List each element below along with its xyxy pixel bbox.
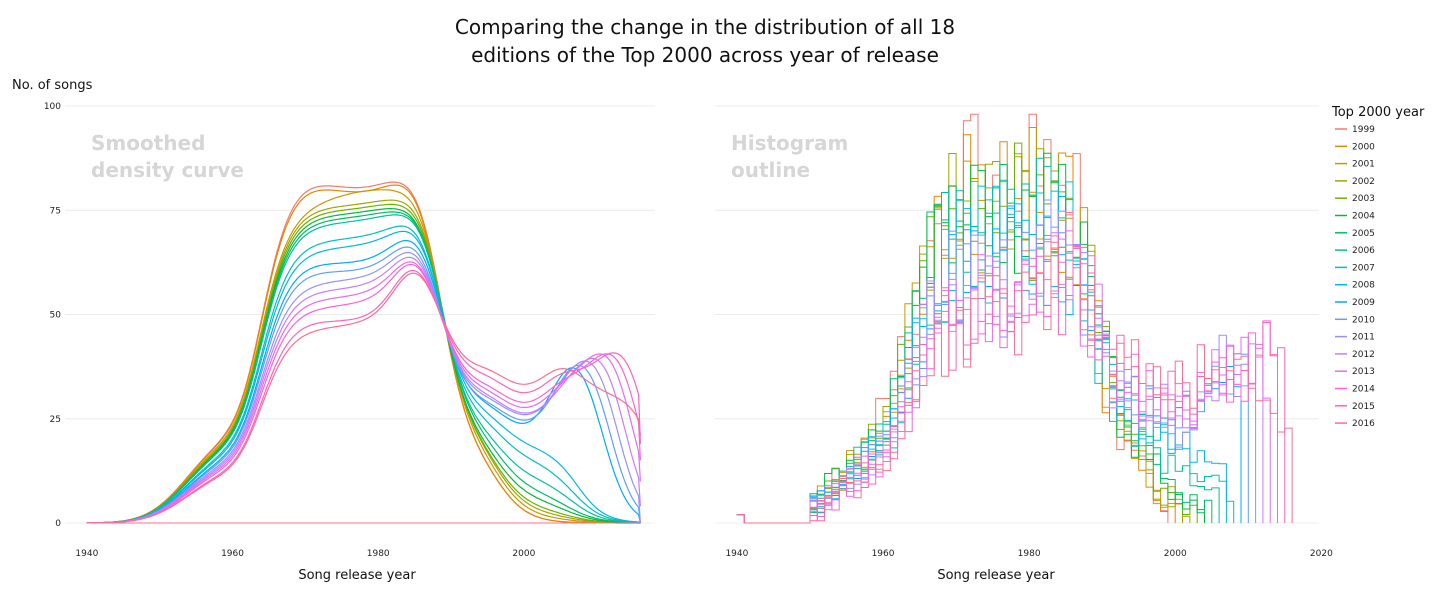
density-curve-2013 bbox=[86, 261, 641, 524]
legend-label-2014: 2014 bbox=[1352, 385, 1375, 395]
legend-label-2016: 2016 bbox=[1352, 419, 1375, 429]
y-tick-label: 0 bbox=[55, 519, 61, 529]
legend-label-2007: 2007 bbox=[1352, 263, 1375, 273]
histogram-outlines bbox=[736, 113, 1293, 524]
legend-label-2005: 2005 bbox=[1352, 229, 1375, 239]
left-panel-label-line-2: density curve bbox=[91, 158, 244, 182]
density-curve-2009 bbox=[86, 239, 641, 524]
y-tick-label: 100 bbox=[44, 102, 61, 112]
density-curve-2010 bbox=[86, 246, 641, 524]
left-x-axis-title: Song release year bbox=[298, 568, 416, 583]
density-curve-2012 bbox=[86, 256, 641, 524]
y-tick-label: 75 bbox=[50, 206, 61, 216]
legend-label-2010: 2010 bbox=[1352, 315, 1375, 325]
left-tick-labels: 0 25 50 75 100 1940 1960 1980 2000 bbox=[44, 102, 536, 559]
legend-label-2000: 2000 bbox=[1352, 142, 1375, 152]
left-x-tick-label: 1940 bbox=[75, 549, 98, 559]
legend-label-2011: 2011 bbox=[1352, 333, 1375, 343]
y-axis-title: No. of songs bbox=[12, 78, 93, 93]
density-curve-2001 bbox=[86, 189, 641, 524]
legend: Top 2000 year 1999 2000 2001 2002 2003 2004 20… bbox=[1331, 105, 1425, 429]
legend-label-2015: 2015 bbox=[1352, 402, 1375, 412]
right-x-tick-label: 1960 bbox=[872, 549, 895, 559]
legend-label-2006: 2006 bbox=[1352, 246, 1375, 256]
density-curve-2016 bbox=[86, 272, 641, 524]
y-tick-label: 50 bbox=[50, 311, 62, 321]
left-x-tick-label: 1960 bbox=[221, 549, 244, 559]
right-panel: 1940 1960 1980 2000 2020 Histogram outline S… bbox=[715, 105, 1333, 583]
left-x-tick-label: 1980 bbox=[367, 549, 390, 559]
right-x-axis-title: Song release year bbox=[937, 568, 1055, 583]
density-curve-1999 bbox=[86, 181, 641, 524]
legend-label-2008: 2008 bbox=[1352, 281, 1375, 291]
legend-label-2001: 2001 bbox=[1352, 160, 1375, 170]
legend-label-1999: 1999 bbox=[1352, 125, 1375, 135]
chart-title-line-1: Comparing the change in the distribution… bbox=[455, 15, 955, 39]
density-curve-2002 bbox=[86, 199, 641, 524]
legend-items: 1999 2000 2001 2002 2003 2004 2005 2006 2007 2008… bbox=[1335, 125, 1375, 429]
legend-label-2013: 2013 bbox=[1352, 367, 1375, 377]
histogram-outline-2001 bbox=[736, 127, 1183, 524]
right-panel-label-line-2: outline bbox=[731, 158, 810, 182]
left-panel: 0 25 50 75 100 1940 1960 1980 2000 Smoothed dens… bbox=[44, 102, 655, 583]
density-curve-2008 bbox=[86, 230, 641, 524]
legend-label-2003: 2003 bbox=[1352, 194, 1375, 204]
histogram-outline-2005 bbox=[736, 164, 1213, 524]
histogram-outline-2015 bbox=[736, 247, 1286, 524]
histogram-outline-2003 bbox=[736, 142, 1198, 524]
density-curve-2007 bbox=[86, 225, 641, 524]
right-panel-label-line-1: Histogram bbox=[731, 131, 848, 155]
density-curve-2006 bbox=[86, 214, 641, 524]
left-x-tick-label: 2000 bbox=[512, 549, 535, 559]
density-curve-2015 bbox=[86, 269, 641, 524]
right-x-tick-label: 2000 bbox=[1164, 549, 1187, 559]
right-x-tick-label: 2020 bbox=[1310, 549, 1333, 559]
right-gridlines bbox=[715, 105, 1319, 524]
right-x-tick-label: 1940 bbox=[725, 549, 748, 559]
histogram-outline-2009 bbox=[736, 203, 1242, 524]
density-curve-2003 bbox=[86, 203, 641, 524]
right-x-tick-label: 1980 bbox=[1018, 549, 1041, 559]
right-tick-labels: 1940 1960 1980 2000 2020 bbox=[725, 549, 1333, 559]
density-curves bbox=[86, 181, 641, 524]
legend-label-2002: 2002 bbox=[1352, 177, 1375, 187]
histogram-outline-2016 bbox=[736, 211, 1293, 524]
legend-label-2009: 2009 bbox=[1352, 298, 1375, 308]
density-curve-2014 bbox=[86, 263, 641, 524]
left-panel-label-line-1: Smoothed bbox=[91, 131, 205, 155]
y-tick-label: 25 bbox=[50, 415, 61, 425]
density-curve-2004 bbox=[86, 208, 641, 524]
legend-label-2004: 2004 bbox=[1352, 212, 1375, 222]
chart-title-line-2: editions of the Top 2000 across year of … bbox=[471, 43, 939, 67]
legend-label-2012: 2012 bbox=[1352, 350, 1375, 360]
legend-title: Top 2000 year bbox=[1331, 105, 1425, 120]
